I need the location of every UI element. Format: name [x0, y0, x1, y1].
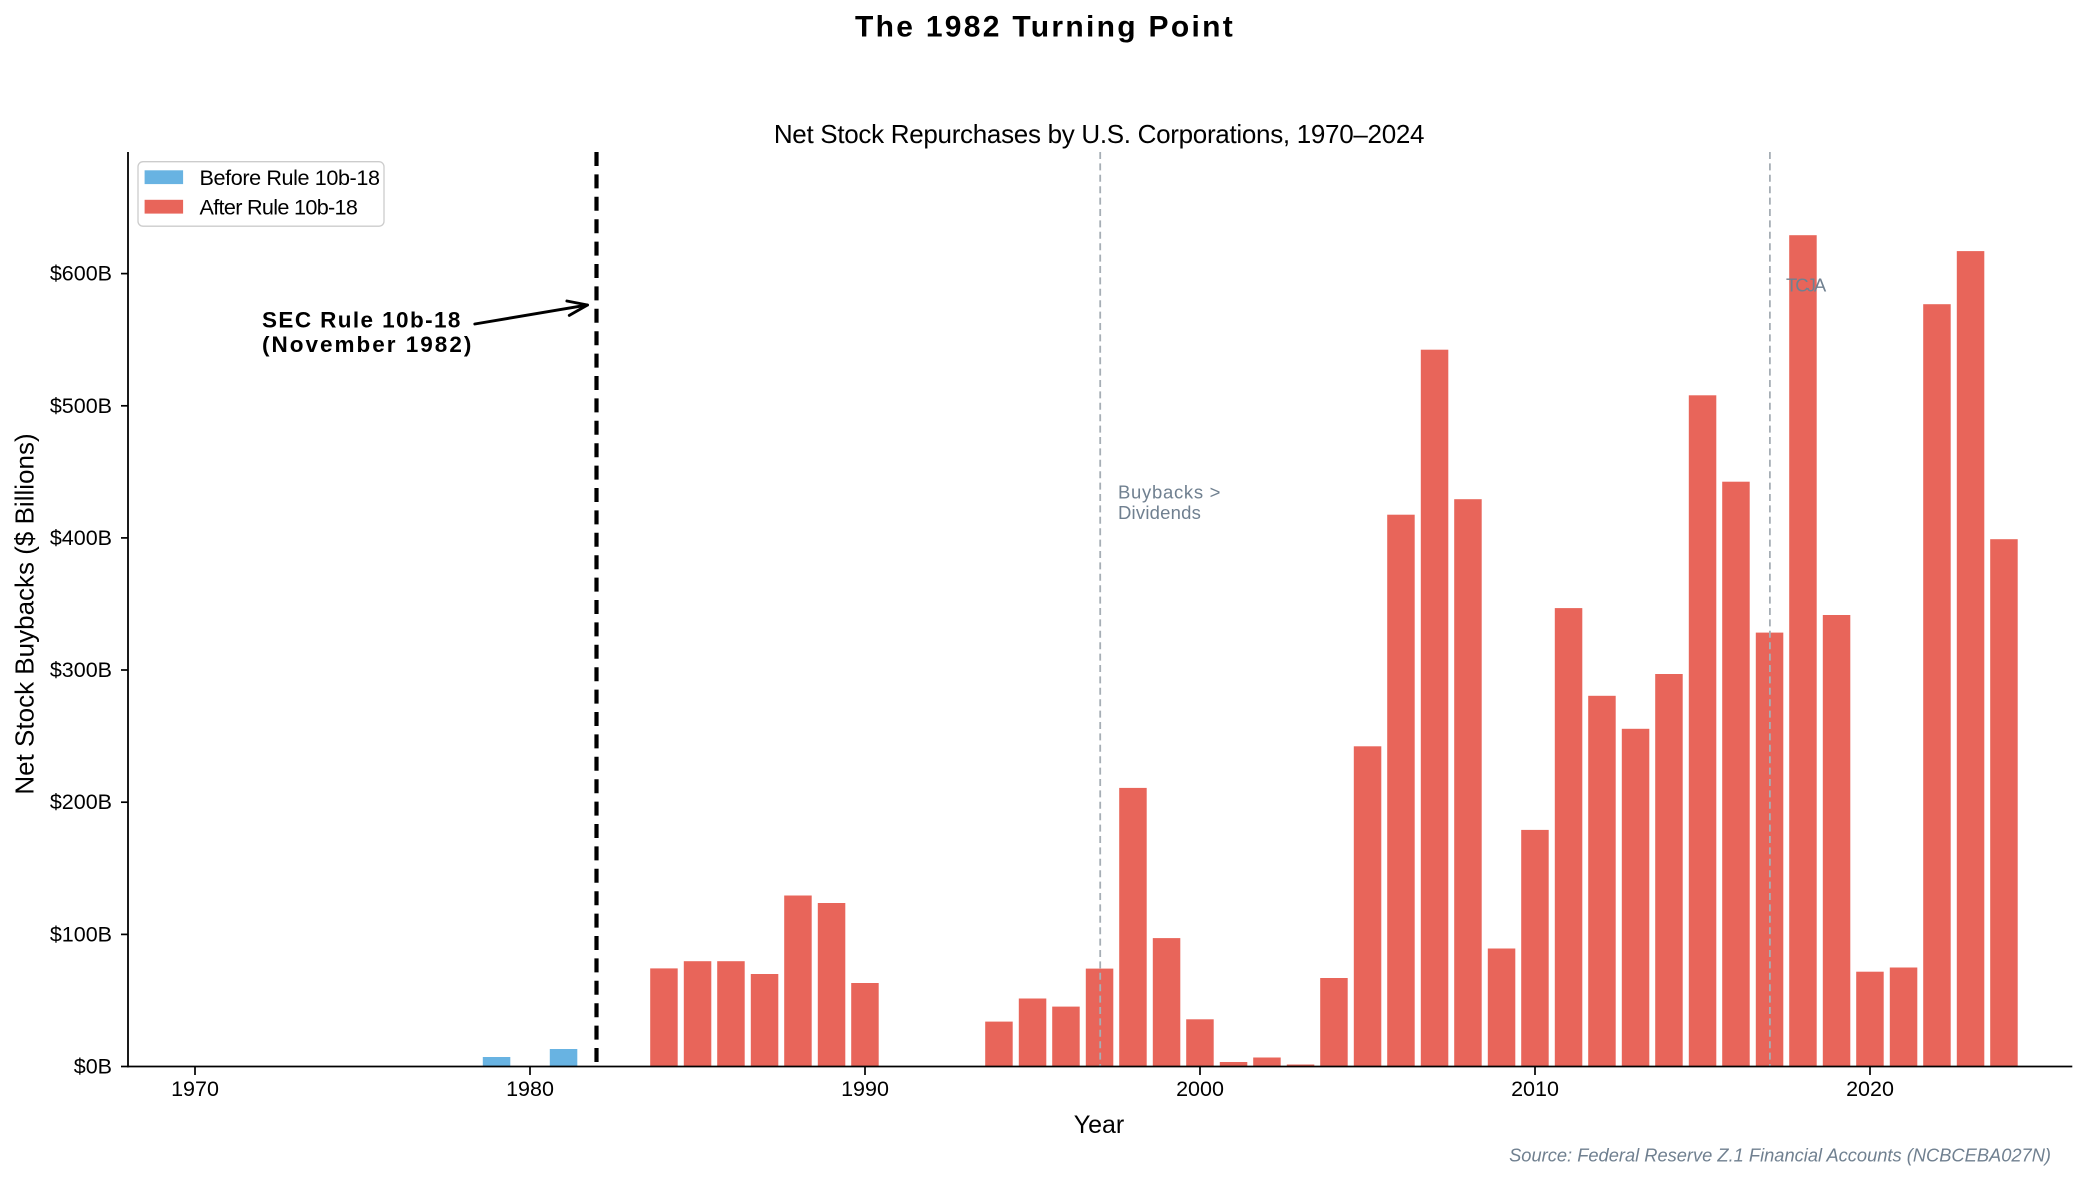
svg-text:After Rule 10b-18: After Rule 10b-18 — [200, 195, 358, 220]
svg-text:Net Stock Repurchases by U.S.: Net Stock Repurchases by U.S. Corporatio… — [774, 119, 1424, 149]
svg-text:$0B: $0B — [74, 1055, 112, 1079]
svg-text:The 1982 Turning Point: The 1982 Turning Point — [855, 11, 1235, 44]
svg-text:1970: 1970 — [171, 1077, 219, 1101]
svg-text:Year: Year — [1074, 1111, 1125, 1139]
svg-text:$500B: $500B — [50, 394, 112, 418]
svg-text:$200B: $200B — [50, 790, 112, 814]
svg-text:$400B: $400B — [50, 526, 112, 550]
svg-text:1990: 1990 — [841, 1077, 889, 1101]
svg-text:1980: 1980 — [506, 1077, 554, 1101]
svg-text:2020: 2020 — [1846, 1077, 1894, 1101]
svg-text:Source: Federal Reserve Z.1 Fi: Source: Federal Reserve Z.1 Financial Ac… — [1509, 1144, 2051, 1165]
svg-text:Buybacks >: Buybacks > — [1118, 482, 1221, 503]
svg-text:$100B: $100B — [50, 922, 112, 946]
svg-text:TCJA: TCJA — [1786, 274, 1827, 295]
svg-text:$300B: $300B — [50, 658, 112, 682]
svg-text:$600B: $600B — [50, 262, 112, 286]
svg-text:Net Stock Buybacks ($ Billions: Net Stock Buybacks ($ Billions) — [10, 433, 40, 794]
svg-text:Before Rule 10b-18: Before Rule 10b-18 — [200, 165, 380, 190]
svg-text:2010: 2010 — [1511, 1077, 1559, 1101]
svg-text:2000: 2000 — [1176, 1077, 1224, 1101]
svg-text:(November 1982): (November 1982) — [262, 332, 473, 357]
svg-text:SEC Rule 10b-18: SEC Rule 10b-18 — [262, 308, 462, 333]
svg-text:Dividends: Dividends — [1118, 502, 1201, 523]
